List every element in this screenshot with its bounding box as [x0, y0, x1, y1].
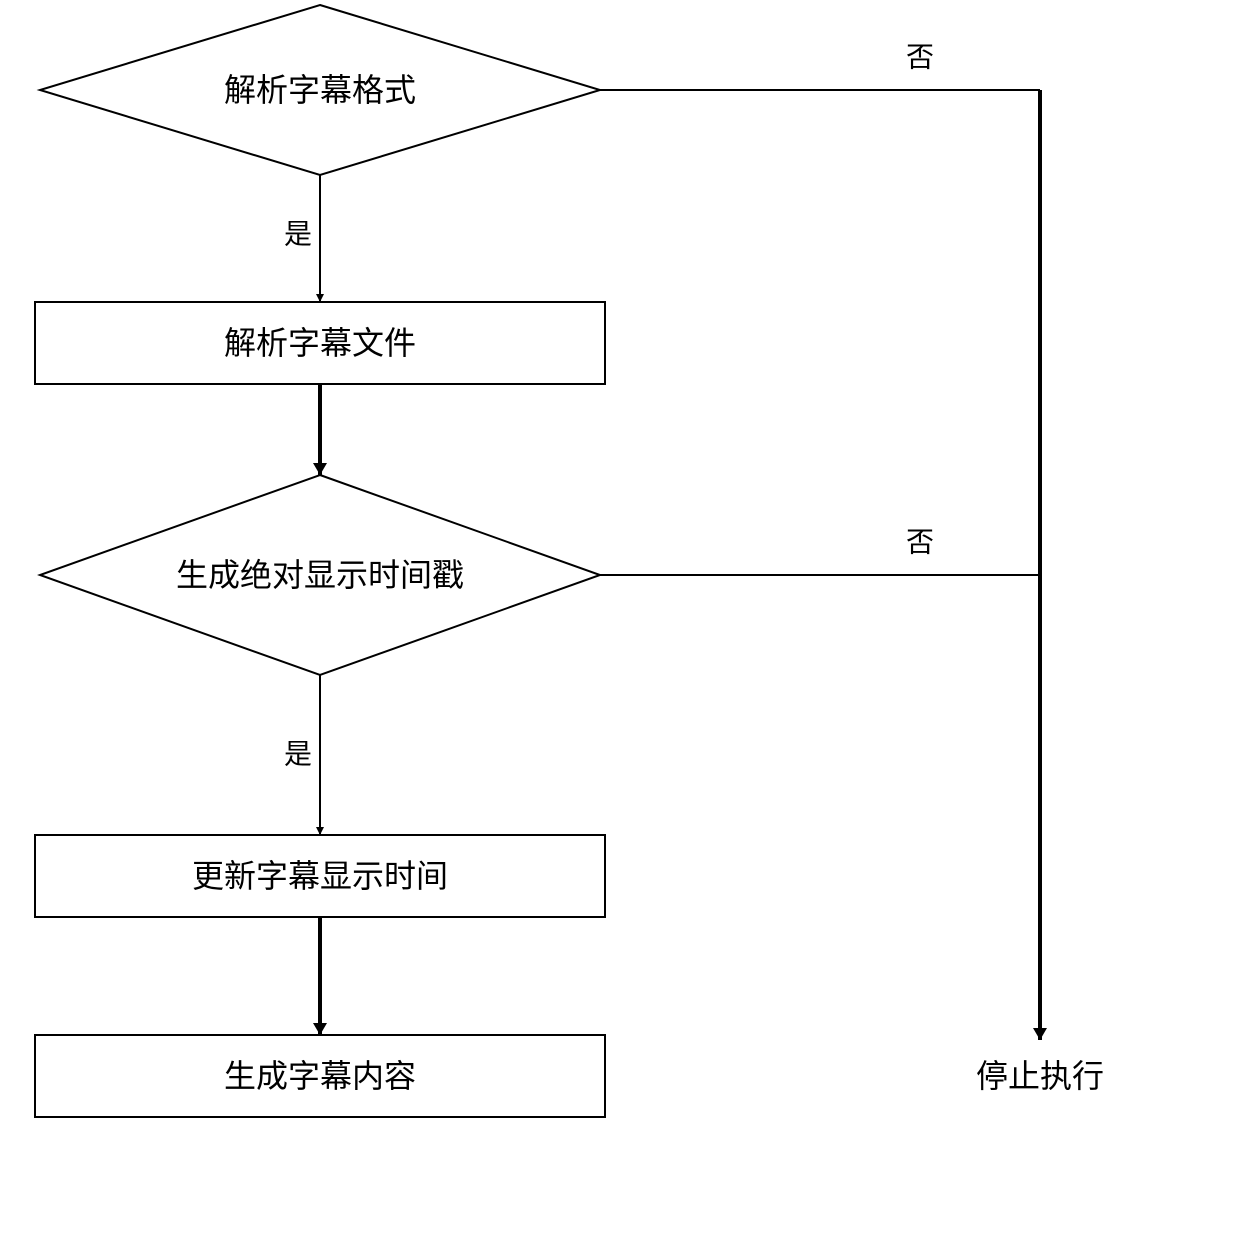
- process-label: 解析字幕文件: [224, 325, 416, 361]
- terminal-label: 停止执行: [976, 1058, 1104, 1094]
- flowchart-canvas: 解析字幕格式解析字幕文件生成绝对显示时间戳更新字幕显示时间生成字幕内容停止执行 …: [0, 0, 1240, 1253]
- edge-label: 否: [906, 528, 934, 559]
- process-label: 更新字幕显示时间: [192, 858, 448, 894]
- edge-label: 是: [284, 740, 312, 771]
- edge-label: 是: [284, 220, 312, 251]
- edge-label: 否: [906, 43, 934, 74]
- decision-label: 生成绝对显示时间戳: [176, 557, 464, 593]
- decision-label: 解析字幕格式: [224, 72, 416, 108]
- process-label: 生成字幕内容: [224, 1058, 416, 1094]
